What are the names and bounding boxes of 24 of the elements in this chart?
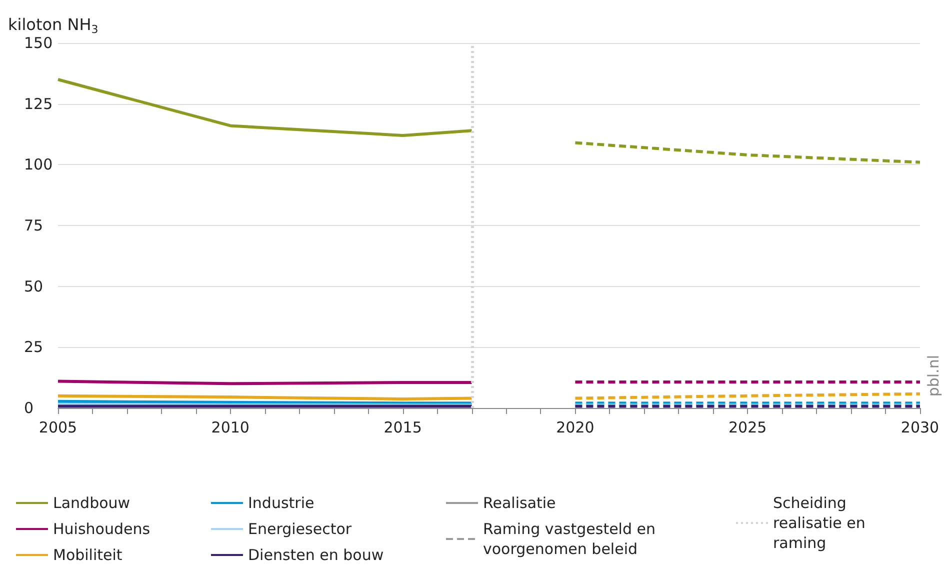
y-tick-label: 100 [24, 156, 53, 174]
y-tick-label: 50 [24, 277, 44, 296]
legend-label: Landbouw [53, 494, 130, 512]
y-tick-label: 150 [24, 34, 53, 52]
legend-label: Diensten en bouw [248, 546, 384, 564]
x-tick-label: 2030 [900, 418, 940, 436]
legend-label: Scheiding realisatie en raming [773, 494, 870, 552]
line-series [56, 78, 474, 137]
x-tick-label: 2015 [384, 418, 422, 436]
y-tick-label: 25 [24, 338, 44, 356]
legend-label: Huishoudens [53, 520, 150, 538]
x-tick-label: 2010 [211, 418, 250, 436]
legend-label: Raming vastgesteld en voorgenomen beleid [483, 520, 660, 558]
legend-label: Industrie [248, 494, 314, 512]
x-tick-label: 2005 [38, 418, 78, 436]
text: pbl.nl [924, 354, 942, 397]
legend-label: Realisatie [483, 494, 556, 512]
legend-label: Energiesector [248, 520, 352, 538]
x-tick-label: 2020 [556, 418, 594, 436]
y-tick-label: 75 [24, 216, 44, 234]
y-tick-label: 125 [24, 94, 53, 113]
x-tick-label: 2025 [728, 418, 767, 436]
y-tick-label: 0 [24, 399, 34, 417]
legend-label: Mobiliteit [53, 546, 122, 564]
